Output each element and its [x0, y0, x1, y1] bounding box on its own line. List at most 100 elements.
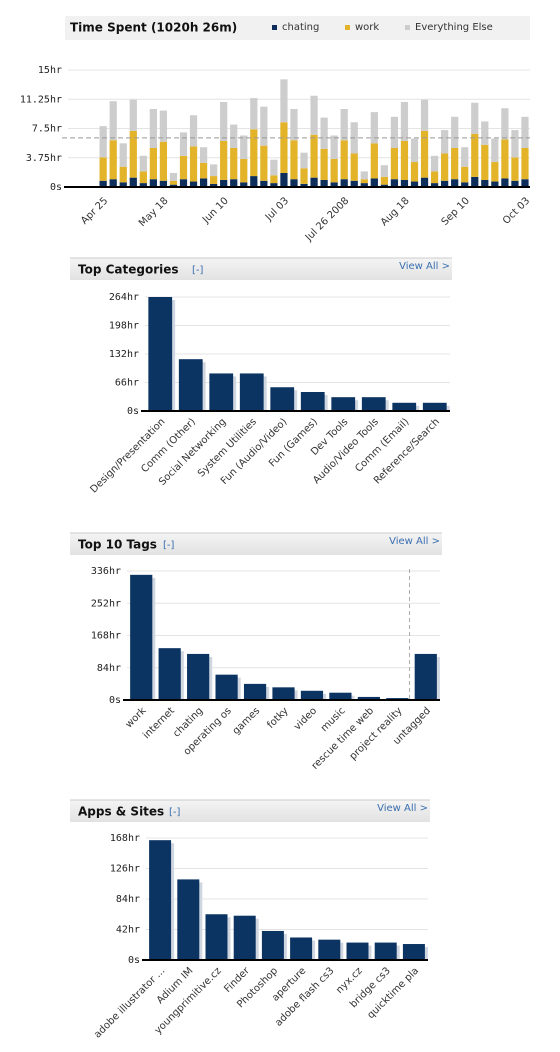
x-tick-label: Comm (Email)	[353, 416, 411, 474]
bar-segment	[330, 182, 338, 187]
bar	[270, 387, 295, 411]
bar-segment	[240, 182, 248, 187]
bar-segment	[370, 178, 378, 187]
bar-segment	[501, 139, 509, 179]
bar-segment	[179, 179, 188, 187]
bar-segment	[210, 183, 218, 187]
bar	[422, 402, 447, 411]
bar-segment	[481, 121, 489, 145]
bar-segment	[380, 165, 388, 177]
y-tick-label: 336hr	[91, 566, 121, 577]
collapse-toggle[interactable]: [-]	[163, 540, 175, 551]
bar-segment	[451, 148, 459, 180]
bar	[233, 915, 256, 960]
bar	[178, 359, 203, 411]
bar	[177, 879, 200, 960]
x-tick-label: Jul 26 2008	[303, 195, 352, 244]
collapse-toggle[interactable]: [-]	[192, 265, 204, 276]
collapse-toggle[interactable]: [-]	[169, 807, 181, 818]
bar-segment	[109, 140, 117, 180]
bar	[243, 683, 267, 700]
chart-title: Time Spent (1020h 26m)	[70, 21, 237, 35]
bar-segment	[380, 176, 388, 185]
legend-swatch	[272, 25, 277, 30]
y-tick-label: 66hr	[115, 378, 139, 389]
bar-segment	[360, 179, 368, 184]
bar	[130, 574, 153, 700]
bar-segment	[340, 140, 348, 180]
bar-segment	[410, 162, 419, 182]
bar	[239, 373, 264, 411]
bar-segment	[461, 166, 469, 183]
bar-segment	[410, 181, 419, 187]
bar-segment	[149, 179, 157, 187]
bar-segment	[199, 147, 208, 163]
bar-segment	[521, 148, 529, 180]
bar-segment	[400, 179, 409, 187]
bar	[149, 840, 172, 960]
bar-segment	[360, 183, 368, 187]
y-tick-label: 84hr	[116, 894, 140, 905]
bar-segment	[210, 164, 218, 177]
bar-segment	[350, 180, 358, 187]
bar-segment	[471, 176, 479, 187]
bar-segment	[410, 138, 419, 163]
legend-label: work	[355, 22, 379, 33]
bar-segment	[441, 153, 449, 181]
bar	[331, 397, 356, 411]
x-tick-label: Comm (Other)	[139, 416, 198, 475]
x-tick-label: May 18	[137, 195, 171, 229]
bar-segment	[109, 101, 117, 141]
x-tick-label: quicktime pla	[365, 965, 421, 1021]
bar-segment	[129, 177, 137, 187]
bar	[158, 648, 181, 700]
bar	[300, 392, 325, 411]
bar-segment	[491, 162, 499, 182]
bar-segment	[220, 179, 228, 187]
bar-segment	[461, 147, 469, 167]
bar-segment	[109, 179, 117, 187]
bar	[209, 373, 234, 411]
y-tick-label: 264hr	[109, 292, 139, 303]
y-tick-label: 132hr	[109, 349, 139, 360]
x-tick-label: Jul 03	[263, 195, 291, 223]
y-tick-label: 15hr	[38, 65, 62, 76]
bar	[148, 297, 173, 411]
bar	[357, 696, 380, 700]
bar-segment	[179, 132, 188, 156]
view-all-link[interactable]: View All >	[377, 803, 428, 814]
bar-segment	[189, 146, 198, 182]
bar-segment	[511, 157, 519, 181]
bar-segment	[230, 148, 238, 180]
view-all-link[interactable]: View All >	[399, 261, 450, 272]
bar-segment	[139, 183, 147, 187]
bar-segment	[300, 183, 308, 187]
bar-segment	[240, 135, 248, 159]
bar-segment	[310, 177, 318, 187]
bar-segment	[119, 143, 127, 167]
chart-title: Top Categories	[78, 263, 179, 277]
bar-segment	[250, 176, 258, 187]
bar-segment	[290, 140, 298, 180]
bar-segment	[390, 148, 399, 180]
y-tick-label: 7.5hr	[32, 124, 62, 135]
bar-segment	[340, 179, 348, 187]
bar-segment	[501, 178, 509, 187]
bar-segment	[491, 138, 499, 163]
legend-label: Everything Else	[415, 22, 493, 33]
bar-segment	[390, 179, 399, 187]
y-tick-label: 252hr	[91, 598, 121, 609]
view-all-link[interactable]: View All >	[389, 536, 440, 547]
bar-segment	[370, 112, 378, 144]
bar-segment	[400, 140, 409, 180]
bar-segment	[441, 180, 449, 187]
bar-segment	[210, 176, 218, 184]
y-tick-label: 0s	[127, 406, 139, 417]
bar-segment	[250, 129, 258, 177]
bar-segment	[250, 98, 258, 130]
x-tick-label: Oct 03	[501, 195, 532, 226]
bar-segment	[99, 126, 107, 158]
bar-segment	[220, 101, 228, 141]
bar-segment	[99, 180, 107, 187]
